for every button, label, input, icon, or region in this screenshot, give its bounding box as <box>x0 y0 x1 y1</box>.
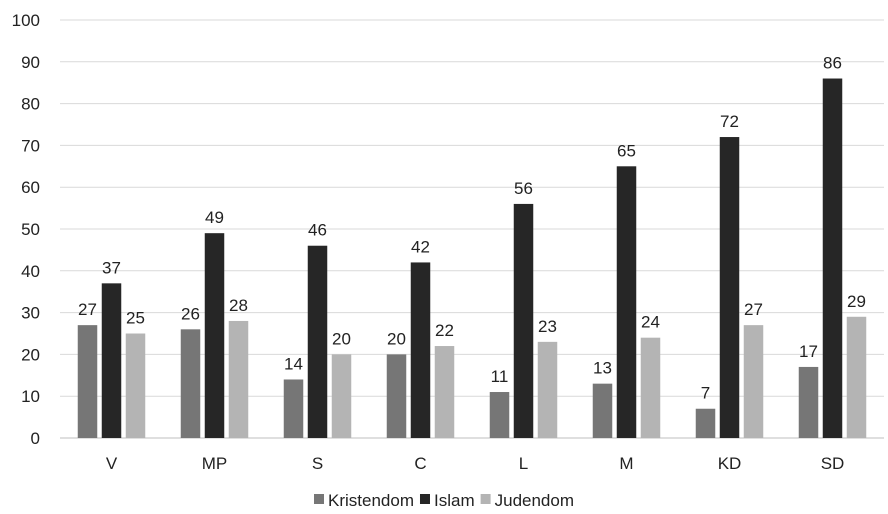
bar-islam-sd <box>822 78 843 439</box>
bar-kristendom-sd <box>798 366 819 438</box>
bar-islam-s <box>307 245 328 438</box>
data-label: 46 <box>308 221 327 240</box>
x-category-label: V <box>106 454 118 473</box>
legend-swatch-kristendom <box>314 494 324 504</box>
bar-judendom-kd <box>743 325 764 438</box>
bar-judendom-l <box>537 341 558 438</box>
bars <box>77 78 867 439</box>
data-labels: 27 37 25 26 49 28 14 46 20 20 42 22 11 56 23 13 65 24 7 72 2… <box>78 54 866 403</box>
legend: Kristendom Islam Judendom <box>314 491 574 510</box>
data-label: 86 <box>823 54 842 73</box>
bar-judendom-mp <box>228 320 249 438</box>
y-axis-ticks: 0 10 20 30 40 50 60 70 80 90 100 <box>12 11 40 448</box>
y-tick-label: 40 <box>21 262 40 281</box>
bar-judendom-sd <box>846 316 867 438</box>
data-label: 27 <box>744 300 763 319</box>
y-tick-label: 80 <box>21 95 40 114</box>
bar-kristendom-mp <box>180 329 201 438</box>
y-tick-label: 20 <box>21 345 40 364</box>
data-label: 29 <box>847 292 866 311</box>
bar-judendom-m <box>640 337 661 438</box>
data-label: 42 <box>411 237 430 256</box>
data-label: 37 <box>102 258 121 277</box>
x-category-label: C <box>414 454 426 473</box>
bar-judendom-c <box>434 346 455 438</box>
bar-islam-kd <box>719 137 740 439</box>
bar-kristendom-v <box>77 325 98 438</box>
bar-judendom-v <box>125 333 146 438</box>
bar-islam-m <box>616 166 637 439</box>
data-label: 20 <box>387 329 406 348</box>
legend-label: Kristendom <box>328 491 414 510</box>
bar-islam-c <box>410 262 431 438</box>
x-category-label: SD <box>821 454 845 473</box>
y-tick-label: 60 <box>21 178 40 197</box>
data-label: 22 <box>435 321 454 340</box>
data-label: 27 <box>78 300 97 319</box>
legend-swatch-islam <box>419 494 430 504</box>
data-label: 13 <box>593 359 612 378</box>
y-tick-label: 70 <box>21 136 40 155</box>
data-label: 49 <box>205 208 224 227</box>
data-label: 7 <box>701 384 710 403</box>
data-label: 17 <box>799 342 818 361</box>
data-label: 65 <box>617 141 636 160</box>
bar-kristendom-s <box>283 379 304 438</box>
bar-islam-l <box>513 203 534 438</box>
legend-label: Judendom <box>495 491 574 510</box>
data-label: 20 <box>332 329 351 348</box>
legend-label: Islam <box>434 491 475 510</box>
data-label: 56 <box>514 179 533 198</box>
bar-kristendom-c <box>386 354 407 438</box>
bar-kristendom-kd <box>695 408 716 438</box>
data-label: 26 <box>181 304 200 323</box>
legend-swatch-judendom <box>480 494 491 504</box>
x-category-label: M <box>619 454 633 473</box>
bar-judendom-s <box>331 354 352 438</box>
y-tick-label: 50 <box>21 220 40 239</box>
x-axis-categories: V MP S C L M KD SD <box>106 454 844 473</box>
y-tick-label: 90 <box>21 53 40 72</box>
y-tick-label: 0 <box>31 429 40 448</box>
bar-kristendom-l <box>489 392 510 438</box>
y-tick-label: 30 <box>21 304 40 323</box>
data-label: 24 <box>641 313 660 332</box>
data-label: 11 <box>491 367 509 386</box>
data-label: 28 <box>229 296 248 315</box>
y-tick-label: 10 <box>21 387 40 406</box>
data-label: 23 <box>538 317 557 336</box>
x-category-label: KD <box>718 454 742 473</box>
y-tick-label: 100 <box>12 11 40 30</box>
bar-islam-mp <box>204 233 225 438</box>
x-category-label: L <box>519 454 528 473</box>
data-label: 14 <box>284 354 303 373</box>
x-category-label: S <box>312 454 323 473</box>
data-label: 25 <box>126 309 145 328</box>
data-label: 72 <box>720 112 739 131</box>
x-category-label: MP <box>202 454 228 473</box>
bar-islam-v <box>101 283 122 438</box>
bar-kristendom-m <box>592 383 613 438</box>
